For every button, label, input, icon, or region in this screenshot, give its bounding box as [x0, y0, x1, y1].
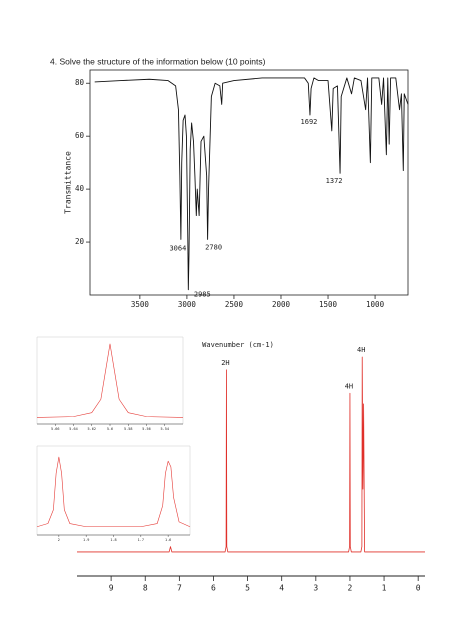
- x-tick-label: 2000: [272, 300, 291, 309]
- x-tick-label: 5.62: [88, 427, 96, 431]
- peak-label: 4H: [357, 346, 365, 354]
- x-tick-label: 1.6: [165, 538, 171, 542]
- spectrum-line: [77, 356, 425, 553]
- x-tick-label: 8: [143, 584, 148, 593]
- peak-label: 2780: [205, 243, 222, 251]
- x-tick-label: 3: [313, 584, 318, 593]
- y-tick-label: 40: [75, 184, 85, 193]
- x-tick-label: 1.9: [83, 538, 89, 542]
- peak-label: 4H: [345, 382, 353, 390]
- spectrum-line: [36, 456, 191, 528]
- y-axis-label: Transmittance: [64, 151, 73, 214]
- x-tick-label: 1: [382, 584, 387, 593]
- plot-frame: [89, 69, 409, 296]
- x-tick-label: 5.56: [142, 427, 150, 431]
- x-tick-label: 5: [245, 584, 250, 593]
- x-axis-label: Wavenumber (cm-1): [202, 341, 274, 349]
- x-tick-label: 1500: [319, 300, 338, 309]
- x-tick-label: 7: [177, 584, 182, 593]
- y-tick-label: 60: [75, 131, 85, 140]
- x-tick-label: 9: [109, 584, 114, 593]
- x-tick-label: 5.64: [69, 427, 77, 431]
- peak-label: 1692: [301, 118, 318, 126]
- x-tick-label: 5.54: [161, 427, 169, 431]
- x-tick-label: 5.6: [107, 427, 113, 431]
- peak-label: 2H: [221, 359, 229, 367]
- y-tick-label: 80: [75, 78, 85, 87]
- x-tick-label: 5.66: [51, 427, 59, 431]
- x-tick-label: 3500: [131, 300, 150, 309]
- x-tick-label: 4: [279, 584, 284, 593]
- y-tick-label: 20: [75, 237, 85, 246]
- peak-label: 2985: [194, 291, 211, 299]
- spectrum-line: [94, 77, 409, 291]
- heading: 4. Solve the structure of the informatio…: [50, 56, 266, 66]
- spectrum-line: [36, 343, 184, 418]
- x-tick-label: 1.8: [110, 538, 116, 542]
- x-tick-label: 6: [211, 584, 216, 593]
- x-tick-label: 1000: [366, 300, 385, 309]
- x-tick-label: 2: [58, 538, 60, 542]
- x-tick-label: 1.7: [138, 538, 144, 542]
- x-tick-label: 2: [348, 584, 353, 593]
- x-tick-label: 5.58: [124, 427, 132, 431]
- x-tick-label: 0: [416, 584, 421, 593]
- x-tick-label: 2500: [225, 300, 244, 309]
- x-tick-label: 3000: [178, 300, 197, 309]
- peak-label: 3064: [169, 244, 186, 252]
- peak-label: 1372: [326, 177, 343, 185]
